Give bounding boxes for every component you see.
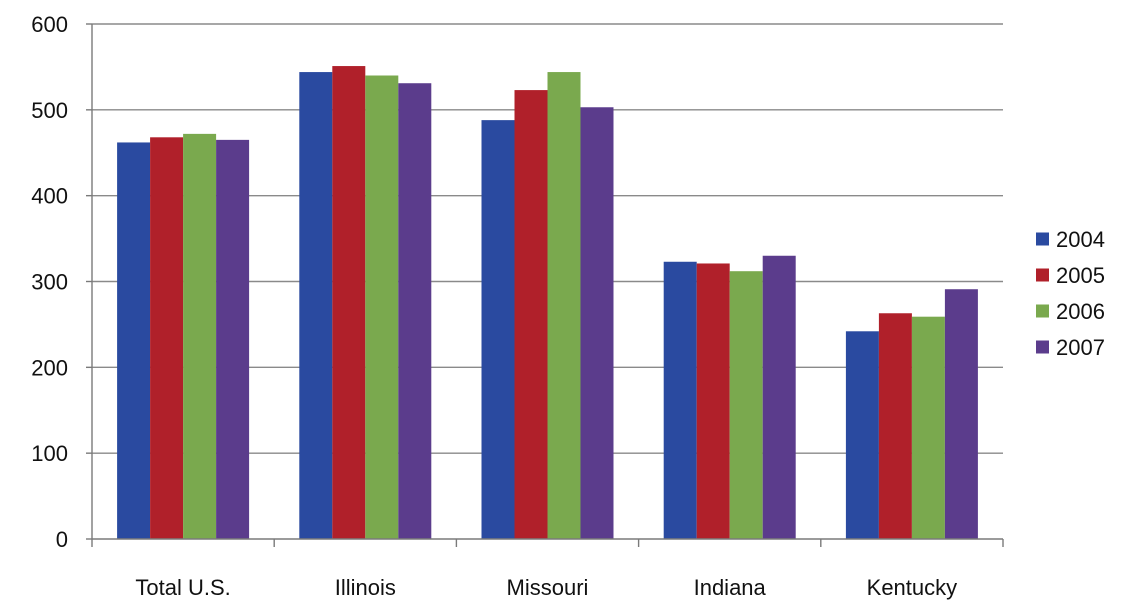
bar-2007-2 xyxy=(580,107,614,539)
bar-2005-2 xyxy=(514,90,548,539)
bar-2005-1 xyxy=(332,66,366,539)
bar-2004-0 xyxy=(117,142,151,539)
bar-2005-4 xyxy=(878,313,912,539)
y-tick-label: 300 xyxy=(31,270,68,295)
x-category-label: Missouri xyxy=(507,575,589,600)
bar-2004-4 xyxy=(845,331,879,539)
bar-2004-3 xyxy=(663,261,697,539)
legend-label: 2007 xyxy=(1056,335,1105,360)
bars xyxy=(117,66,978,540)
y-tick-label: 600 xyxy=(31,12,68,37)
y-axis-ticks: 0 100 200 300 400 500 600 xyxy=(31,12,68,552)
bar-2006-2 xyxy=(547,72,581,540)
bar-2005-3 xyxy=(696,263,730,539)
y-tick-label: 200 xyxy=(31,355,68,380)
bar-2006-0 xyxy=(183,133,217,539)
x-category-label: Total U.S. xyxy=(135,575,230,600)
x-category-label: Illinois xyxy=(335,575,396,600)
bar-2004-1 xyxy=(299,72,333,540)
legend: 2004 2005 2006 2007 xyxy=(1036,227,1105,360)
bar-2007-4 xyxy=(944,289,978,539)
bar-2006-1 xyxy=(365,75,399,539)
bar-2007-0 xyxy=(216,139,250,539)
y-tick-label: 500 xyxy=(31,98,68,123)
x-axis-categories: Total U.S. Illinois Missouri Indiana Kentuck… xyxy=(135,575,957,600)
y-tick-label: 400 xyxy=(31,184,68,209)
legend-label: 2006 xyxy=(1056,299,1105,324)
bar-2007-3 xyxy=(762,255,796,539)
y-tick-label: 0 xyxy=(56,527,68,552)
bar-2006-4 xyxy=(911,316,945,539)
bar-2005-0 xyxy=(150,137,184,540)
bar-2004-2 xyxy=(481,120,515,539)
bar-2006-3 xyxy=(729,271,763,539)
legend-swatch-2005 xyxy=(1036,268,1049,282)
x-category-label: Indiana xyxy=(694,575,767,600)
legend-swatch-2007 xyxy=(1036,340,1049,354)
legend-label: 2004 xyxy=(1056,227,1105,252)
axes xyxy=(86,23,1004,547)
x-category-label: Kentucky xyxy=(867,575,958,600)
bar-2007-1 xyxy=(398,83,432,539)
legend-swatch-2004 xyxy=(1036,232,1049,246)
legend-label: 2005 xyxy=(1056,263,1105,288)
y-tick-label: 100 xyxy=(31,441,68,466)
legend-swatch-2006 xyxy=(1036,304,1049,318)
